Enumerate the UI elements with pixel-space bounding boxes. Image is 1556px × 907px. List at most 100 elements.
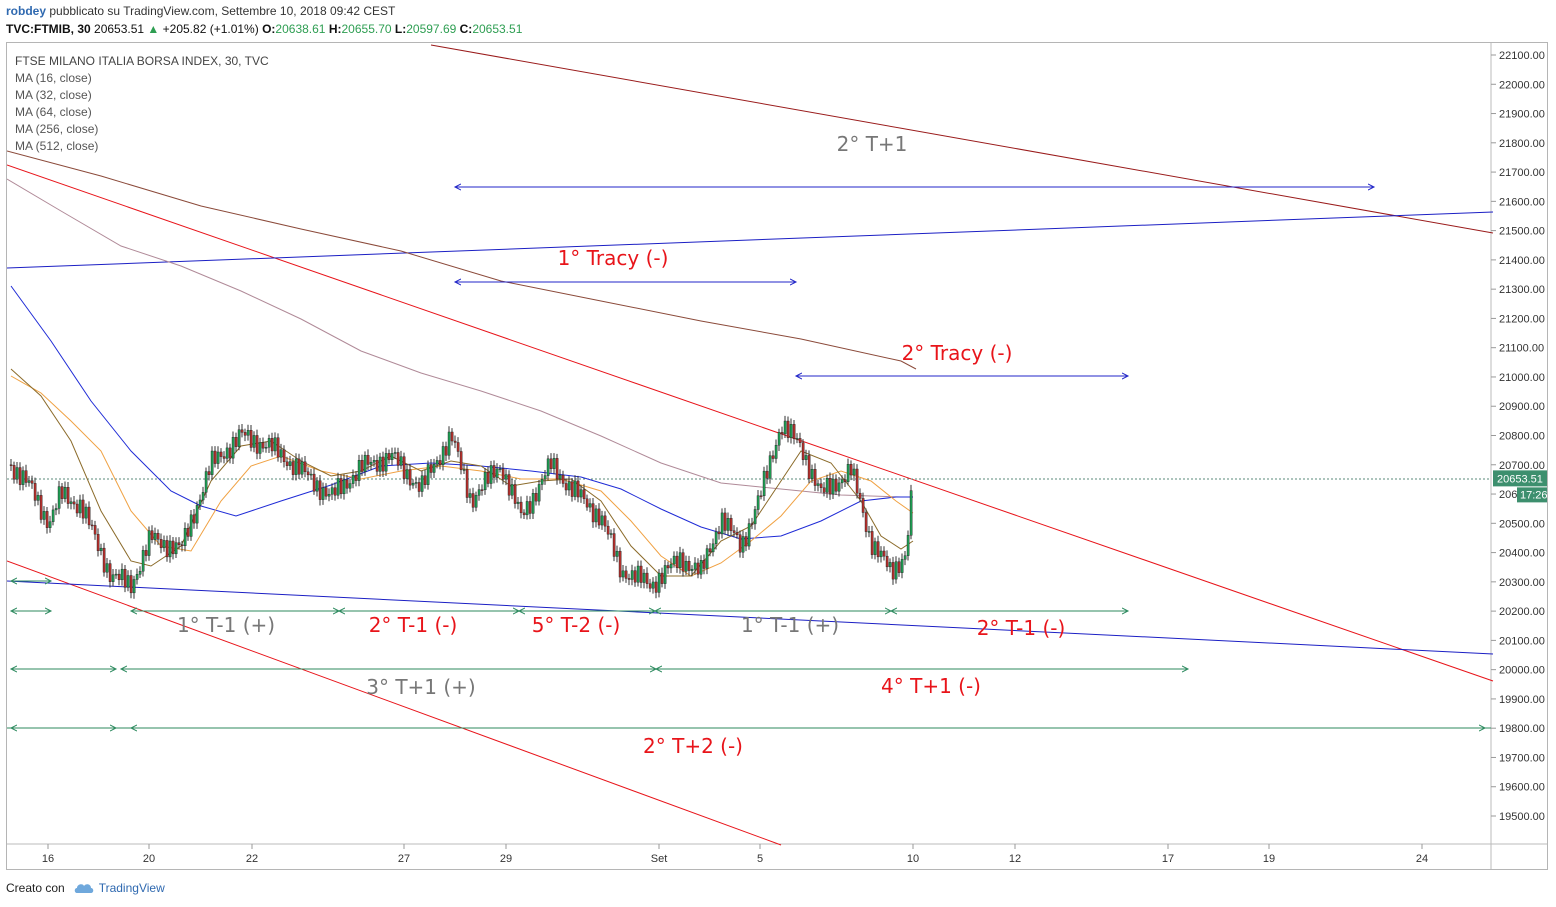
candle-body: [579, 489, 583, 498]
price-tick-label: 20400.00: [1499, 548, 1545, 560]
candle-body: [123, 568, 127, 588]
price-tick-label: 21300.00: [1499, 284, 1545, 296]
chart-legend: FTSE MILANO ITALIA BORSA INDEX, 30, TVC …: [15, 53, 269, 155]
candle-body: [453, 440, 457, 443]
candle-body: [39, 495, 43, 520]
price-tick-label: 21100.00: [1499, 343, 1544, 355]
candle-body: [810, 469, 814, 479]
annotation-label: 2° T+2 (-): [643, 734, 743, 758]
time-tick-label: 27: [398, 853, 410, 865]
candle-body: [501, 468, 505, 480]
candle-body: [156, 532, 160, 540]
time-tick-label: 22: [246, 853, 258, 865]
candle-body: [573, 480, 577, 497]
tradingview-link[interactable]: TradingView: [98, 881, 165, 895]
legend-ma32[interactable]: MA (32, close): [15, 88, 92, 102]
time-tick-label: 10: [907, 853, 919, 865]
candle-body: [630, 570, 634, 580]
last-price-badge: [1493, 470, 1547, 487]
candle-body: [804, 455, 808, 460]
candle-body: [423, 475, 427, 485]
time-tick-label: Set: [651, 853, 668, 865]
price-tick-label: 21500.00: [1499, 226, 1545, 238]
candle-body: [12, 465, 16, 480]
candle-body: [507, 474, 511, 496]
price-tick-label: 21200.00: [1499, 313, 1545, 325]
legend-ma512[interactable]: MA (512, close): [15, 139, 99, 153]
legend-ma256[interactable]: MA (256, close): [15, 122, 99, 136]
footer: Creato con TradingView: [6, 881, 165, 895]
time-tick-label: 20: [143, 853, 155, 865]
candle-body: [324, 487, 328, 497]
candle-body: [75, 503, 79, 514]
candle-body: [735, 532, 739, 535]
legend-ma16[interactable]: MA (16, close): [15, 71, 92, 85]
channel-line-upper: [7, 211, 1494, 269]
candle-body: [726, 518, 730, 531]
price-chart[interactable]: 22100.00 22000.00 21900.00 21800.00 21700.00…: [7, 43, 1547, 869]
candle-body: [213, 450, 217, 464]
chart-panel[interactable]: 22100.00 22000.00 21900.00 21800.00 21700.00…: [6, 42, 1548, 870]
candle-body: [486, 471, 490, 484]
candle-body: [897, 561, 901, 573]
candle-body: [588, 503, 592, 508]
price-tick-label: 19500.00: [1499, 811, 1545, 823]
ma16-line: [10, 368, 914, 577]
candle-body: [273, 437, 277, 452]
channel-line-lower: [7, 580, 1494, 655]
candle-body: [516, 501, 520, 504]
candle-body: [711, 543, 715, 553]
candle-body: [555, 458, 559, 480]
candle-body: [219, 451, 223, 457]
annotation-label: 2° T+1: [837, 132, 908, 156]
candle-body: [510, 484, 514, 496]
candle-body: [126, 575, 130, 588]
annotation-label: 2° T-1 (-): [977, 616, 1066, 640]
candle-body: [708, 548, 712, 553]
candle-body: [189, 514, 193, 537]
candle-body: [714, 531, 718, 545]
candle-body: [315, 480, 319, 492]
price-tick-label: 20700.00: [1499, 460, 1545, 472]
candle-body: [576, 480, 580, 498]
time-tick-label: 17: [1162, 853, 1174, 865]
candle-body: [222, 456, 226, 459]
candle-body: [789, 424, 793, 438]
candle-body: [765, 470, 769, 479]
candle-body: [141, 550, 145, 572]
candle-body: [372, 459, 376, 463]
candle-body: [642, 572, 646, 583]
annotation-label: 1° T-1 (+): [177, 613, 275, 637]
candle-body: [387, 453, 391, 460]
candle-body: [267, 438, 271, 448]
change-up-icon: ▲: [147, 22, 160, 36]
candle-body: [99, 547, 103, 552]
candle-body: [693, 562, 697, 570]
candle-body: [150, 530, 154, 540]
candle-body: [405, 469, 409, 479]
candle-body: [879, 550, 883, 558]
time-tick-label: 12: [1009, 853, 1021, 865]
candle-body: [18, 467, 22, 485]
candle-body: [171, 540, 175, 555]
price-tick-label: 22000.00: [1499, 79, 1545, 91]
candle-body: [705, 548, 709, 569]
candle-body: [132, 579, 136, 594]
candle-body: [870, 531, 874, 555]
price-change: +205.82 (+1.01%): [162, 22, 259, 36]
last-price: 20653.51: [94, 22, 145, 36]
candle-body: [846, 463, 850, 482]
candle-body: [831, 478, 835, 495]
annotation-label: 4° T+1 (-): [881, 674, 981, 698]
author-name[interactable]: robdey: [6, 4, 47, 18]
candle-body: [519, 501, 523, 514]
price-tick-label: 21000.00: [1499, 372, 1545, 384]
candle-body: [108, 563, 112, 582]
resistance-line-upper: [430, 44, 1494, 234]
price-tick-label: 21700.00: [1499, 167, 1545, 179]
high-value: 20655.70: [341, 22, 392, 36]
legend-ma64[interactable]: MA (64, close): [15, 105, 92, 119]
candle-body: [144, 550, 148, 556]
candle-body: [183, 527, 187, 547]
candle-body: [474, 495, 478, 508]
